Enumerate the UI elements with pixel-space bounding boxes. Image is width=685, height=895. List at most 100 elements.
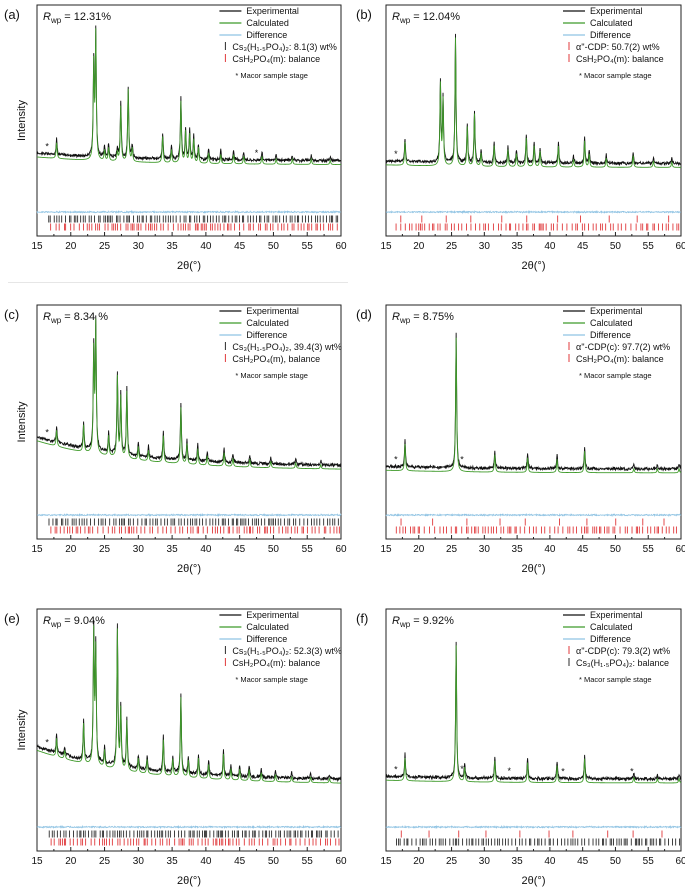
legend-label: Calculated	[590, 622, 633, 632]
x-tick-label: 60	[675, 856, 685, 867]
x-tick-label: 15	[31, 241, 43, 252]
phase-label: α''-CDP(c): 79.3(2) wt%	[576, 646, 670, 656]
difference-curve	[36, 824, 342, 830]
x-tick-label: 25	[99, 544, 111, 555]
phase-label: CsH₂PO₄(m): balance	[576, 54, 664, 64]
calculated-curve	[36, 28, 342, 166]
legend-label: Calculated	[246, 18, 289, 28]
x-axis-label: 2θ(°)	[522, 260, 546, 272]
macor-asterisk: *	[394, 149, 398, 159]
x-tick-label: 40	[544, 856, 556, 867]
legend-label: Difference	[590, 30, 631, 40]
x-tick-label: 20	[413, 544, 425, 555]
panel-letter: (f)	[356, 611, 368, 626]
legend-label: Experimental	[246, 610, 299, 620]
x-tick-label: 40	[544, 241, 556, 252]
x-tick-label: 30	[479, 544, 491, 555]
macor-asterisk: *	[255, 148, 259, 158]
x-axis-label: 2θ(°)	[177, 875, 201, 887]
phase-label: CsH₂PO₄(m): balance	[232, 658, 320, 668]
x-axis-label: 2θ(°)	[522, 563, 546, 575]
x-tick-label: 30	[133, 544, 145, 555]
macor-note: * Macor sample stage	[235, 71, 308, 80]
calculated-curve	[36, 625, 342, 784]
y-axis-label: Intensity	[16, 401, 28, 442]
calculated-curve	[36, 318, 342, 470]
macor-asterisk: *	[561, 766, 565, 776]
x-tick-label: 40	[544, 544, 556, 555]
x-tick-label: 60	[675, 241, 685, 252]
x-tick-label: 35	[167, 241, 179, 252]
x-tick-label: 15	[31, 544, 43, 555]
x-tick-label: 25	[446, 856, 458, 867]
x-tick-label: 40	[200, 856, 212, 867]
macor-asterisk: *	[45, 738, 49, 748]
x-tick-label: 50	[610, 241, 622, 252]
macor-asterisk: *	[45, 428, 49, 438]
x-axis-label: 2θ(°)	[177, 563, 201, 575]
difference-curve	[385, 512, 682, 518]
x-tick-label: 35	[512, 856, 524, 867]
legend-label: Difference	[246, 634, 287, 644]
legend-label: Experimental	[246, 306, 299, 316]
experimental-curve	[385, 332, 682, 472]
x-tick-label: 45	[234, 544, 246, 555]
x-tick-label: 30	[479, 856, 491, 867]
legend-label: Calculated	[590, 18, 633, 28]
x-tick-label: 35	[167, 544, 179, 555]
macor-asterisk: *	[507, 766, 511, 776]
x-tick-label: 50	[610, 856, 622, 867]
calculated-curve	[385, 337, 682, 474]
x-tick-label: 25	[99, 241, 111, 252]
chart-panel-2: 15 20 25 30 35 40 45 50 55 60 2θ(°) (b) Rwp = 12.04%…	[356, 4, 685, 272]
legend-label: Difference	[246, 30, 287, 40]
phase-label: Cs₃(H₁.₅PO₄)₂: balance	[576, 658, 669, 668]
plot-frame	[36, 304, 342, 540]
panel-letter: (c)	[4, 307, 19, 322]
x-tick-label: 40	[200, 544, 212, 555]
chart-panel-6: 15 20 25 30 35 40 45 50 55 60 2θ(°) (f) Rwp = 9.92% E…	[356, 608, 685, 887]
x-tick-label: 50	[268, 544, 280, 555]
legend-label: Calculated	[246, 622, 289, 632]
x-tick-label: 55	[302, 856, 314, 867]
x-tick-label: 20	[65, 241, 77, 252]
plot-frame	[385, 4, 682, 237]
x-tick-label: 45	[577, 856, 589, 867]
x-tick-label: 20	[65, 856, 77, 867]
rwp-label: Rwp = 12.04%	[392, 11, 460, 25]
experimental-curve	[385, 641, 682, 782]
phase-label: Cs₃(H₁.₅PO₄)₂: 8.1(3) wt%	[232, 42, 337, 52]
macor-note: * Macor sample stage	[579, 675, 652, 684]
calculated-curve	[385, 645, 682, 784]
panel-letter: (e)	[4, 611, 20, 626]
x-tick-label: 55	[302, 241, 314, 252]
legend-label: Experimental	[590, 6, 643, 16]
macor-asterisk: *	[394, 454, 398, 464]
x-tick-label: 50	[610, 544, 622, 555]
macor-note: * Macor sample stage	[579, 71, 652, 80]
legend-label: Experimental	[590, 610, 643, 620]
macor-note: * Macor sample stage	[235, 371, 308, 380]
x-tick-label: 45	[577, 544, 589, 555]
x-axis-label: 2θ(°)	[177, 260, 201, 272]
x-tick-label: 25	[446, 544, 458, 555]
macor-asterisk: *	[460, 454, 464, 464]
x-tick-label: 15	[31, 856, 43, 867]
rwp-label: Rwp = 8.75%	[392, 311, 454, 325]
x-tick-label: 55	[643, 856, 655, 867]
calculated-curve	[385, 37, 681, 168]
y-axis-label: Intensity	[16, 100, 28, 141]
phase-label: Cs₃(H₁.₅PO₄)₂: 52.3(3) wt%	[232, 646, 342, 656]
chart-panel-5: 15 20 25 30 35 40 45 50 55 60 2θ(°) Intensity (e) Rwp…	[4, 608, 347, 887]
y-axis-label: Intensity	[16, 709, 28, 750]
macor-note: * Macor sample stage	[579, 371, 652, 380]
x-tick-label: 30	[133, 856, 145, 867]
x-tick-label: 50	[268, 856, 280, 867]
x-tick-label: 55	[643, 544, 655, 555]
x-tick-label: 15	[380, 856, 392, 867]
x-tick-label: 25	[99, 856, 111, 867]
difference-curve	[36, 209, 342, 214]
x-tick-label: 60	[335, 856, 347, 867]
legend-label: Difference	[590, 634, 631, 644]
